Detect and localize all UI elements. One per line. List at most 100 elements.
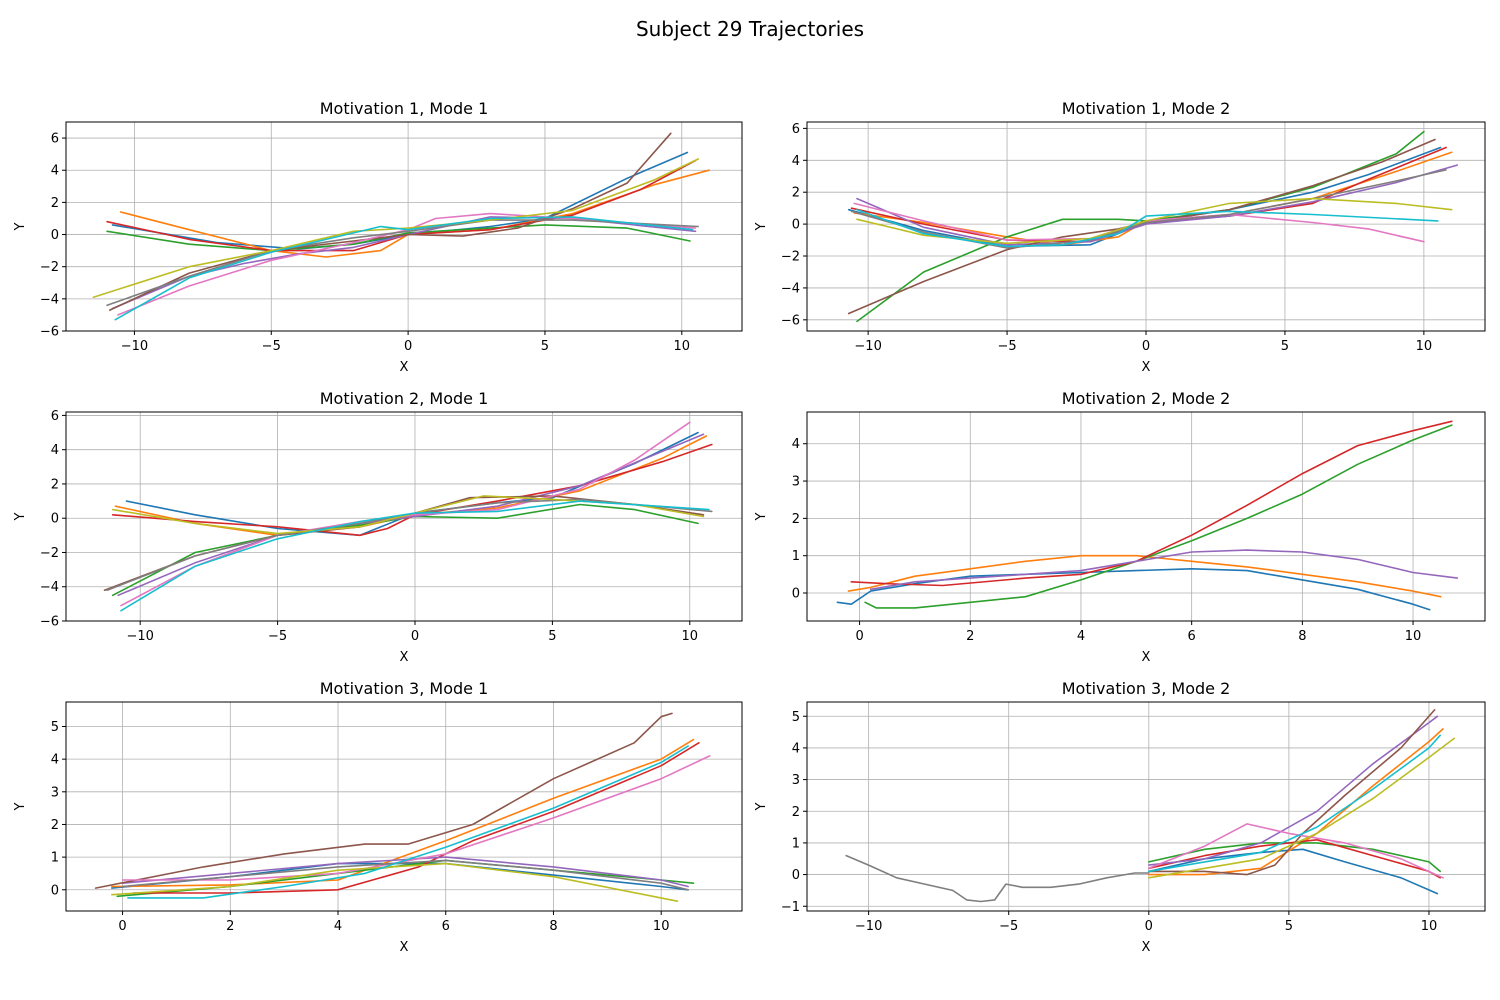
y-tick-label: 0 — [51, 228, 59, 243]
x-tick-label: 0 — [1142, 339, 1150, 354]
trajectory-line-9 — [1148, 737, 1455, 879]
x-tick-label: −10 — [855, 919, 882, 934]
subplot-title: Motivation 3, Mode 1 — [320, 679, 489, 698]
axes-frame — [806, 121, 1486, 332]
x-tick-label: 0 — [1145, 919, 1153, 934]
subplot-title: Motivation 1, Mode 2 — [1062, 99, 1231, 118]
y-tick-label: 5 — [51, 720, 59, 735]
x-tick-label: 0 — [118, 919, 126, 934]
series-group — [845, 709, 1455, 903]
x-tick-label: 0 — [411, 629, 419, 644]
x-tick-label: 10 — [1405, 629, 1422, 644]
trajectory-line-8 — [121, 859, 689, 891]
y-tick-label: −2 — [781, 250, 800, 265]
x-tick-label: 10 — [653, 919, 670, 934]
y-tick-label: 0 — [792, 218, 800, 233]
trajectory-line-10 — [856, 208, 1439, 248]
x-tick-label: 6 — [442, 919, 450, 934]
subplot-1: −10 −5 0 5 10 −6 −4 −2 0 2 4 6 Motivation 1, Mode 1 X… — [13, 99, 743, 375]
y-axis-label: Y — [754, 222, 769, 231]
trajectory-line-7 — [121, 755, 711, 881]
subplot-4: 0 2 4 6 8 10 0 1 2 3 4 Motivation 2, Mode 2 X Y — [754, 389, 1486, 665]
x-tick-label: 4 — [1077, 629, 1085, 644]
trajectory-line-5 — [856, 164, 1458, 246]
y-tick-label: −6 — [781, 313, 800, 328]
trajectory-line-2 — [111, 738, 695, 888]
y-axis-label: Y — [13, 802, 28, 811]
y-tick-label: 1 — [51, 851, 59, 866]
x-tick-label: 0 — [404, 339, 412, 354]
trajectory-line-6 — [109, 132, 672, 311]
y-axis-label: Y — [13, 222, 28, 231]
x-tick-label: −10 — [854, 339, 881, 354]
y-tick-label: 6 — [51, 132, 59, 147]
trajectory-line-6 — [94, 712, 673, 889]
subplot-2: −10 −5 0 5 10 −6 −4 −2 0 2 4 6 Motivation 1, Mode 2 X… — [754, 99, 1486, 375]
y-tick-label: −2 — [40, 546, 59, 561]
trajectory-line-8 — [106, 219, 699, 307]
y-tick-label: 3 — [792, 773, 800, 788]
x-tick-label: −10 — [121, 339, 148, 354]
y-tick-label: 5 — [792, 710, 800, 725]
y-tick-label: −1 — [781, 900, 800, 915]
x-tick-label: −5 — [999, 919, 1018, 934]
y-tick-label: −4 — [781, 281, 800, 296]
x-tick-label: −5 — [262, 339, 281, 354]
trajectory-line-7 — [1148, 823, 1444, 879]
y-axis-label: Y — [754, 512, 769, 521]
y-tick-label: −6 — [40, 615, 59, 630]
subplot-title: Motivation 2, Mode 1 — [320, 389, 489, 408]
x-tick-label: 5 — [541, 339, 549, 354]
x-tick-label: 4 — [334, 919, 342, 934]
x-tick-label: −5 — [268, 629, 287, 644]
y-tick-label: 2 — [792, 805, 800, 820]
series-group — [92, 132, 710, 321]
x-tick-label: 2 — [966, 629, 974, 644]
trajectory-line-10 — [127, 745, 689, 899]
series-group — [847, 130, 1458, 323]
y-tick-label: 4 — [51, 164, 59, 179]
trajectory-line-9 — [92, 158, 699, 298]
y-tick-label: 3 — [792, 475, 800, 490]
axes-frame — [806, 701, 1486, 912]
y-tick-label: 0 — [792, 587, 800, 602]
series-group — [836, 420, 1459, 611]
trajectory-line-5 — [117, 433, 705, 597]
trajectory-line-3 — [106, 224, 691, 252]
series-group — [94, 712, 711, 902]
x-tick-label: 10 — [1421, 919, 1438, 934]
y-tick-label: −4 — [40, 580, 59, 595]
y-tick-label: −2 — [40, 260, 59, 275]
x-tick-label: 5 — [1285, 919, 1293, 934]
x-tick-label: 8 — [549, 919, 557, 934]
trajectory-line-2 — [847, 554, 1442, 598]
x-tick-label: 10 — [674, 339, 691, 354]
trajectory-line-10 — [1148, 734, 1441, 873]
trajectory-line-8 — [845, 854, 1150, 903]
x-axis-label: X — [400, 360, 409, 375]
trajectory-line-9 — [111, 862, 679, 902]
x-tick-label: 10 — [682, 629, 699, 644]
y-tick-label: −6 — [40, 325, 59, 340]
y-tick-label: 1 — [792, 549, 800, 564]
y-tick-label: 2 — [51, 477, 59, 492]
x-tick-label: −10 — [126, 629, 153, 644]
trajectory-line-7 — [120, 421, 691, 607]
subplot-5: 0 2 4 6 8 10 0 1 2 3 4 5 Motivation 3, Mode 1 X Y — [13, 679, 743, 955]
axes-frame — [65, 701, 743, 912]
subplot-3: −10 −5 0 5 10 −6 −4 −2 0 2 4 6 Motivation 2, Mode 1 X… — [13, 389, 743, 665]
x-tick-label: 2 — [226, 919, 234, 934]
x-tick-label: 5 — [548, 629, 556, 644]
x-axis-label: X — [1142, 940, 1151, 955]
axes-frame — [806, 411, 1486, 622]
y-tick-label: 6 — [792, 122, 800, 137]
axes-frame — [65, 411, 743, 622]
series-group — [103, 421, 713, 612]
x-axis-label: X — [400, 650, 409, 665]
x-tick-label: 5 — [1281, 339, 1289, 354]
x-tick-label: 8 — [1298, 629, 1306, 644]
trajectory-line-5 — [121, 856, 689, 888]
